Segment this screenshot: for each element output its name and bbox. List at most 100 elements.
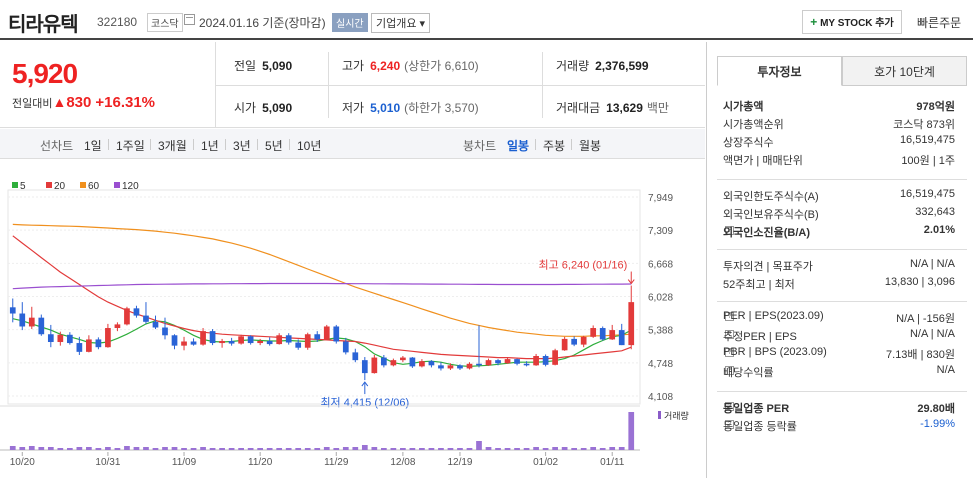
info-row-value: N/A <box>936 364 955 376</box>
open-price: 시가 5,090 <box>234 101 293 115</box>
legend-swatch <box>80 182 86 188</box>
investment-info-panel: 투자정보 호가 10단계 시가총액 978억원 시가총액순위 코스닥 873위 상장주식… <box>706 42 973 478</box>
volume-bar <box>76 447 83 450</box>
help-icon[interactable]: ? <box>725 225 734 235</box>
candle-body <box>342 341 349 353</box>
calendar-icon <box>184 14 195 25</box>
info-row-label: 동일업종 등락률 <box>723 421 797 433</box>
volume-bar <box>542 448 549 450</box>
y-tick-label: 5,388 <box>648 326 673 337</box>
volume-bar <box>295 448 302 450</box>
candle-body <box>590 328 597 337</box>
legend-swatch <box>46 182 52 188</box>
prev-close: 전일 5,090 <box>234 59 293 73</box>
company-overview-dropdown[interactable]: 기업개요 ▾ <box>371 13 431 33</box>
tab-candle-monthly[interactable]: 월봉 <box>579 139 602 153</box>
help-icon[interactable]: ? <box>725 329 734 339</box>
legend-label: 20 <box>54 181 66 192</box>
my-stock-add-button[interactable]: + MY STOCK 추가 <box>802 10 902 34</box>
volume-bar <box>19 447 26 450</box>
info-row-label: 추정PER | EPS <box>723 331 797 343</box>
candle-body <box>447 365 454 369</box>
candle-body <box>371 357 378 374</box>
low-arrow-head <box>361 381 369 387</box>
tab-period-1w[interactable]: 1주일 <box>116 139 145 153</box>
info-row-value: 16,519,475 <box>899 134 955 146</box>
candle-body <box>143 315 149 322</box>
volume-bar <box>86 447 92 450</box>
info-row: 52주최고 | 최저 13,830 | 3,096 <box>723 276 955 294</box>
volume-bar <box>400 448 406 450</box>
y-tick-label: 6,668 <box>648 259 673 270</box>
high-arrow-head <box>627 279 635 285</box>
help-icon[interactable]: ? <box>725 419 734 429</box>
base-date: 2024.01.16 기준(장마감) <box>199 16 326 30</box>
volume-label: 거래량 <box>664 410 689 421</box>
stock-name: 티라유텍 <box>8 14 79 36</box>
info-row-label: 동일업종 PER <box>723 403 790 415</box>
tab-invest-info[interactable]: 투자정보 <box>717 56 842 86</box>
tab-period-3y[interactable]: 3년 <box>233 139 251 153</box>
candle-body <box>247 336 254 344</box>
trade-amount: 거래대금 13,629 백만 <box>556 101 669 115</box>
info-row-value: N/A | N/A <box>909 328 955 340</box>
tab-period-10y[interactable]: 10년 <box>297 139 322 153</box>
candle-body <box>618 330 625 346</box>
price-summary: 5,920 전일대비▲830 +16.31% <box>0 42 216 128</box>
tab-period-3m[interactable]: 3개월 <box>158 139 187 153</box>
tab-period-1d[interactable]: 1일 <box>84 139 102 153</box>
info-row-label: 외국인한도주식수(A) <box>723 191 819 203</box>
volume-bar <box>628 412 635 450</box>
candle-body <box>552 350 558 365</box>
x-tick-label: 10/31 <box>95 457 120 468</box>
candle-body <box>504 359 511 364</box>
help-icon[interactable]: ? <box>725 347 734 357</box>
tab-period-1y[interactable]: 1년 <box>201 139 219 153</box>
candle-body <box>152 321 159 328</box>
stock-code: 322180 <box>97 15 138 29</box>
candle-body <box>390 360 397 366</box>
candle-body <box>523 363 530 366</box>
candle-body <box>428 361 435 366</box>
tab-quote-10[interactable]: 호가 10단계 <box>842 56 967 86</box>
candle-body <box>133 308 140 316</box>
change-percent: +16.31% <box>95 94 156 111</box>
info-row-value: 코스닥 873위 <box>893 119 955 131</box>
y-tick-label: 4,748 <box>648 359 673 370</box>
info-row: 동일업종 PER? 29.80배 <box>723 400 955 418</box>
volume-bar <box>419 448 425 450</box>
tab-candle-weekly[interactable]: 주봉 <box>543 139 566 153</box>
info-row-label: 52주최고 | 최저 <box>723 279 795 291</box>
info-row: 상장주식수 16,519,475 <box>723 134 955 152</box>
candle-body <box>295 342 302 348</box>
tab-separator <box>289 139 290 150</box>
volume-bar <box>447 448 454 450</box>
info-row: 외국인보유주식수(B) 332,643 <box>723 206 955 224</box>
help-icon[interactable]: ? <box>725 401 734 411</box>
tab-candle-daily[interactable]: 일봉 <box>507 139 530 153</box>
tab-period-5y[interactable]: 5년 <box>265 139 283 153</box>
quick-order-link[interactable]: 빠른주문 <box>917 16 962 30</box>
candle-body <box>19 313 26 327</box>
price-stats: 전일 5,090 고가 6,240 (상한가 6,610) 거래량 2,376,599 … <box>216 42 705 128</box>
legend-label: 120 <box>122 181 139 192</box>
realtime-button[interactable]: 실시간 <box>332 13 368 32</box>
volume: 거래량 2,376,599 <box>556 59 649 73</box>
candle-body <box>400 357 406 361</box>
info-row-label: 외국인보유주식수(B) <box>723 209 819 221</box>
volume-bar <box>561 447 568 450</box>
info-row-label: 투자의견 | 목표주가 <box>723 261 813 273</box>
candle-body <box>266 340 273 345</box>
stock-chart[interactable]: 5 20 60 120 7,949 7,309 6,668 6,028 5,388 4,748 4,… <box>0 160 705 478</box>
help-icon[interactable]: ? <box>725 365 734 375</box>
info-row: 시가총액 978억원 <box>723 98 955 116</box>
info-row-value: 332,643 <box>915 206 955 218</box>
info-row-label: 시가총액 <box>723 101 764 113</box>
volume-bar <box>105 447 111 450</box>
help-icon[interactable]: ? <box>725 311 734 321</box>
volume-bar <box>495 448 501 450</box>
x-tick-label: 11/29 <box>324 457 349 468</box>
info-row-label: PER | EPS(2023.09) <box>723 310 824 322</box>
volume-bar <box>571 448 578 450</box>
candle-body <box>352 352 359 361</box>
